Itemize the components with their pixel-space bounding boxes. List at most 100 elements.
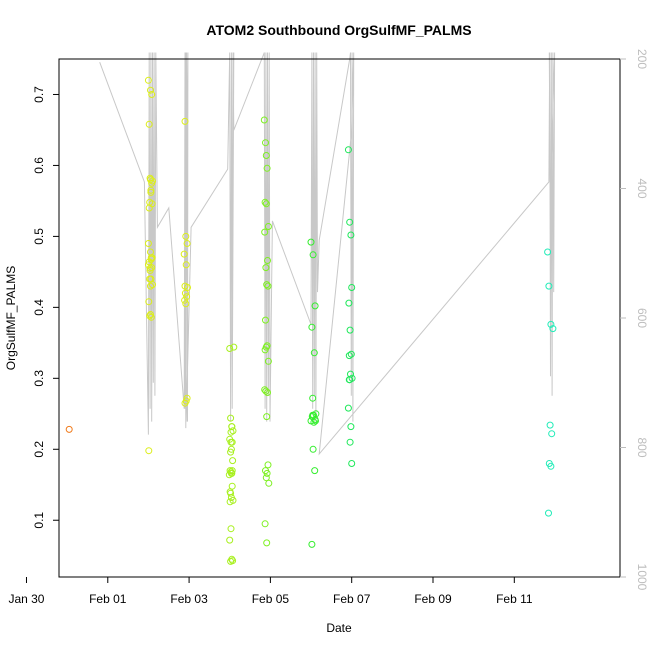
y-axis: 0.1 0.2 0.3 0.4 0.5 0.6 0.7 bbox=[32, 86, 59, 529]
data-point bbox=[146, 275, 154, 283]
data-point bbox=[226, 488, 234, 496]
plot-frame bbox=[58, 58, 621, 578]
data-point bbox=[183, 293, 191, 301]
data-point bbox=[145, 298, 153, 306]
data-point bbox=[227, 448, 235, 456]
data-point bbox=[311, 467, 319, 475]
data-point bbox=[65, 425, 73, 433]
data-point bbox=[261, 198, 269, 206]
data-point bbox=[262, 152, 270, 159]
data-point bbox=[182, 232, 190, 240]
data-point bbox=[345, 352, 353, 360]
data-point bbox=[229, 457, 237, 465]
x-tick-label: Feb 05 bbox=[252, 592, 290, 606]
data-point bbox=[265, 479, 273, 487]
data-point bbox=[147, 313, 155, 321]
y-tick-label: 0.2 bbox=[32, 441, 46, 458]
data-point bbox=[230, 343, 238, 351]
data-point bbox=[227, 557, 235, 565]
data-point bbox=[145, 447, 153, 455]
data-point bbox=[144, 76, 152, 84]
data-point bbox=[264, 282, 272, 290]
data-point bbox=[263, 539, 271, 547]
data-point bbox=[545, 282, 553, 290]
y-tick-label: 0.1 bbox=[32, 512, 46, 529]
data-point bbox=[347, 231, 355, 239]
right-tick-label: 1000 bbox=[635, 564, 649, 591]
data-point bbox=[262, 387, 270, 395]
data-point bbox=[261, 346, 269, 354]
data-point bbox=[346, 326, 354, 334]
data-point bbox=[146, 312, 154, 320]
data-point bbox=[260, 116, 268, 124]
data-point bbox=[227, 414, 235, 422]
data-point bbox=[262, 474, 270, 482]
data-point bbox=[147, 282, 154, 290]
data-point bbox=[147, 86, 154, 94]
data-point bbox=[547, 320, 555, 328]
data-point bbox=[310, 418, 318, 426]
data-point bbox=[548, 430, 556, 438]
data-point bbox=[263, 281, 271, 289]
data-point bbox=[545, 509, 552, 517]
data-point bbox=[309, 394, 317, 402]
data-point bbox=[147, 176, 154, 184]
right-tick-label: 800 bbox=[635, 437, 649, 457]
data-point bbox=[263, 469, 271, 477]
x-tick-label: Feb 07 bbox=[333, 592, 371, 606]
data-point bbox=[546, 421, 554, 429]
data-point bbox=[263, 164, 271, 172]
data-point bbox=[264, 223, 272, 230]
altitude-trace-line bbox=[99, 52, 556, 456]
right-axis: 200 400 600 800 1000 bbox=[620, 49, 649, 591]
data-point bbox=[309, 445, 317, 453]
data-point bbox=[344, 404, 352, 412]
data-point bbox=[544, 248, 552, 256]
data-point bbox=[346, 218, 354, 226]
data-point bbox=[345, 376, 353, 384]
data-point bbox=[147, 311, 154, 318]
right-tick-label: 600 bbox=[635, 308, 649, 328]
x-tick-label: Feb 11 bbox=[496, 592, 533, 606]
data-point bbox=[144, 261, 152, 269]
data-point bbox=[309, 411, 317, 419]
data-point bbox=[264, 461, 272, 469]
x-axis: Jan 30 Feb 01 Feb 03 Feb 05 Feb 07 Feb 09 Feb … bbox=[8, 577, 533, 606]
x-tick-label: Feb 03 bbox=[170, 592, 208, 606]
data-point bbox=[227, 525, 235, 533]
y-tick-label: 0.4 bbox=[32, 299, 46, 316]
y-axis-label: OrgSulfMF_PALMS bbox=[4, 266, 18, 370]
data-point bbox=[262, 264, 270, 272]
data-point bbox=[264, 257, 271, 264]
chart-title: ATOM2 Southbound OrgSulfMF_PALMS bbox=[206, 22, 471, 38]
data-point bbox=[263, 413, 271, 421]
data-point bbox=[262, 139, 269, 147]
right-tick-label: 200 bbox=[635, 49, 649, 69]
data-point bbox=[263, 342, 271, 350]
data-point bbox=[261, 228, 269, 236]
data-point bbox=[347, 350, 355, 358]
data-point bbox=[264, 357, 272, 365]
data-point bbox=[346, 438, 354, 446]
x-tick-label: Feb 09 bbox=[414, 592, 452, 606]
right-tick-label: 400 bbox=[635, 178, 649, 198]
data-point bbox=[148, 91, 156, 98]
data-point bbox=[547, 462, 555, 470]
data-point bbox=[226, 536, 234, 544]
data-point bbox=[348, 284, 356, 291]
data-point bbox=[227, 469, 235, 477]
data-point bbox=[181, 117, 189, 125]
data-point bbox=[226, 498, 234, 506]
data-point bbox=[347, 423, 355, 431]
points-layer bbox=[65, 76, 557, 565]
y-tick-label: 0.5 bbox=[32, 228, 46, 245]
data-point bbox=[262, 200, 270, 208]
data-point bbox=[182, 261, 190, 269]
data-point bbox=[148, 179, 156, 187]
x-tick-label: Feb 01 bbox=[89, 592, 127, 606]
data-point bbox=[262, 316, 269, 324]
data-point bbox=[181, 289, 189, 297]
data-point bbox=[227, 445, 235, 453]
data-point bbox=[311, 302, 319, 310]
